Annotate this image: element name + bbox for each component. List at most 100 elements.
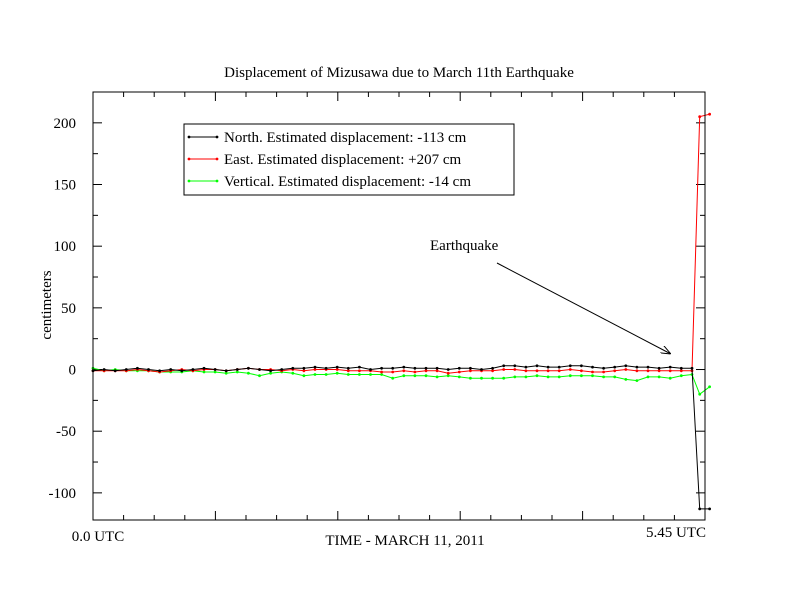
data-point <box>346 366 350 370</box>
data-point <box>613 375 617 379</box>
data-point <box>679 374 683 378</box>
data-point <box>280 368 284 371</box>
data-point <box>535 374 539 378</box>
data-point <box>635 365 639 369</box>
data-point <box>513 364 517 368</box>
data-point <box>102 368 106 371</box>
data-point <box>524 375 528 379</box>
data-point <box>646 369 650 373</box>
data-point <box>291 371 295 375</box>
legend-marker <box>215 135 219 139</box>
data-point <box>524 365 528 369</box>
data-point <box>302 374 306 378</box>
data-point <box>568 364 572 368</box>
y-tick-label: 50 <box>61 301 76 317</box>
data-point <box>446 371 450 375</box>
data-point <box>580 369 583 373</box>
data-point <box>269 371 272 375</box>
y-axis-ticks <box>93 122 705 494</box>
data-point <box>624 378 628 381</box>
data-point <box>591 374 594 378</box>
data-point <box>335 365 339 369</box>
data-point <box>557 375 561 379</box>
data-point <box>646 375 650 379</box>
data-point <box>358 373 361 376</box>
data-point <box>698 507 702 511</box>
data-point <box>502 368 506 371</box>
data-point <box>380 366 383 370</box>
series-vertical <box>91 366 711 396</box>
annotation-label: Earthquake <box>430 238 499 254</box>
data-point <box>546 369 550 373</box>
data-point <box>435 366 439 370</box>
data-point <box>324 366 328 370</box>
plot-frame <box>92 91 706 521</box>
data-point <box>557 369 561 373</box>
legend-marker <box>215 179 219 183</box>
series-line <box>92 365 710 510</box>
data-point <box>213 368 217 371</box>
data-point <box>358 365 361 369</box>
data-point <box>698 115 702 119</box>
data-point <box>435 369 439 373</box>
data-point <box>369 373 372 376</box>
data-point <box>580 374 583 378</box>
data-point <box>580 364 583 368</box>
legend-marker <box>187 135 191 139</box>
data-point <box>502 364 506 368</box>
data-point <box>113 369 117 373</box>
data-point <box>136 366 139 370</box>
data-point <box>346 373 350 376</box>
data-point <box>335 371 339 375</box>
data-point <box>435 375 439 379</box>
data-point <box>624 368 628 371</box>
data-point <box>635 369 639 373</box>
data-point <box>546 375 550 379</box>
data-point <box>191 368 195 371</box>
x-tick-label-start: 0.0 UTC <box>72 529 125 545</box>
data-point <box>369 368 372 371</box>
legend-marker <box>187 157 191 161</box>
chart-title: Displacement of Mizusawa due to March 11… <box>224 65 574 81</box>
data-point <box>469 376 472 380</box>
data-point <box>235 368 239 371</box>
data-point <box>602 366 605 370</box>
data-point <box>480 368 483 371</box>
series-layer <box>91 112 711 511</box>
data-point <box>613 365 617 369</box>
data-point <box>247 366 250 370</box>
data-point <box>535 364 539 368</box>
data-point <box>424 366 428 370</box>
data-point <box>258 374 261 378</box>
data-point <box>313 365 317 369</box>
data-point <box>491 369 494 373</box>
legend-label: East. Estimated displacement: +207 cm <box>224 152 461 168</box>
data-point <box>469 369 472 373</box>
data-point <box>513 375 517 379</box>
data-point <box>313 373 317 376</box>
data-point <box>546 365 550 369</box>
data-point <box>446 374 450 378</box>
data-point <box>469 366 472 370</box>
y-tick-label: 100 <box>54 239 77 255</box>
data-point <box>457 375 461 379</box>
y-axis-tick-labels: -100 -50 0 50 100 150 200 <box>49 116 77 502</box>
data-point <box>602 375 605 379</box>
data-point <box>247 371 250 375</box>
data-point <box>358 369 361 373</box>
legend-marker <box>187 179 191 183</box>
data-point <box>457 370 461 374</box>
data-point <box>313 368 317 371</box>
data-point <box>158 369 162 373</box>
data-point <box>202 366 206 370</box>
data-point <box>235 370 239 374</box>
data-point <box>391 370 395 374</box>
legend: North. Estimated displacement: -113 cm Ea… <box>183 123 515 196</box>
data-point <box>491 366 494 370</box>
data-point <box>613 369 617 373</box>
legend-box <box>183 123 515 196</box>
data-point <box>457 366 461 370</box>
y-tick-label: 0 <box>69 363 77 379</box>
data-point <box>568 374 572 378</box>
